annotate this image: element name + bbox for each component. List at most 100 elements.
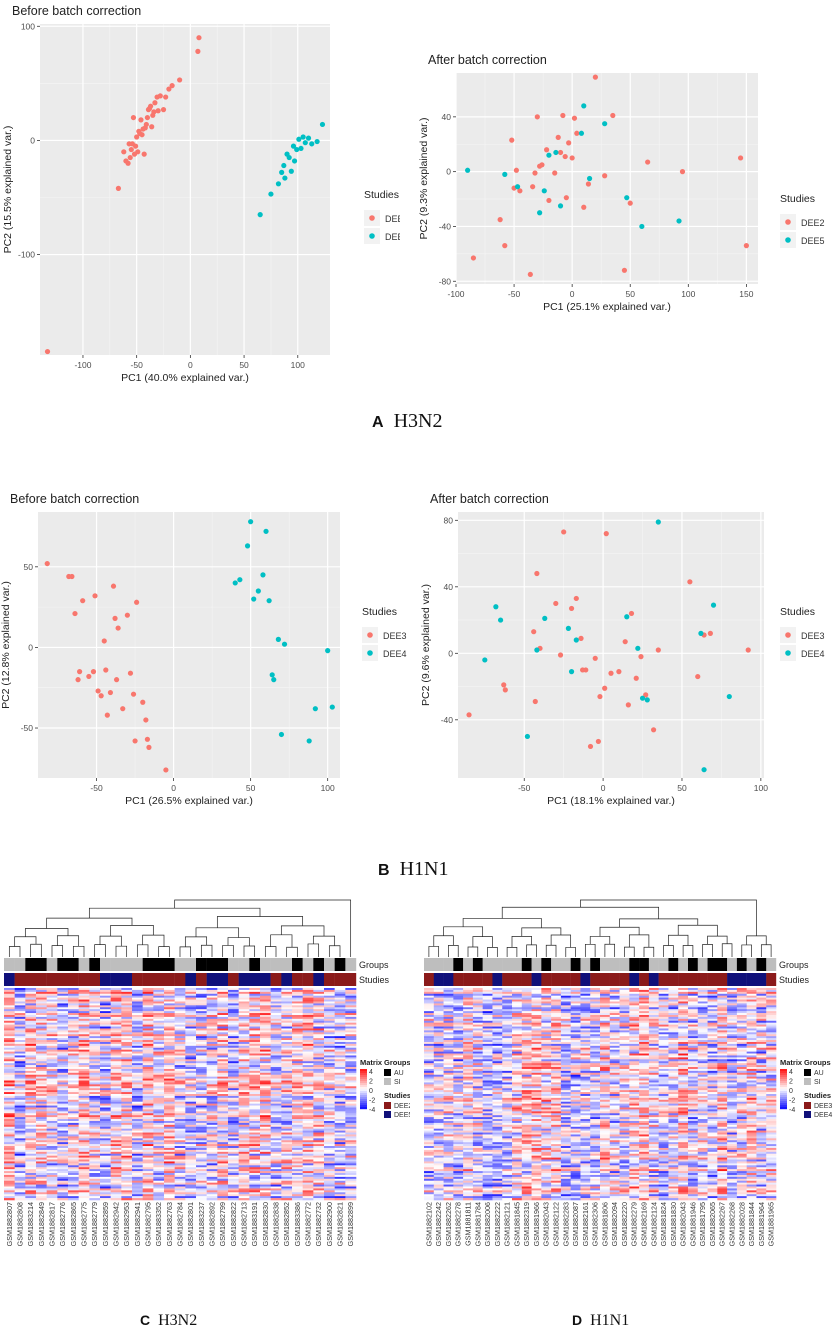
heatmap-cell — [121, 1144, 133, 1147]
heatmap-cell — [174, 1022, 186, 1025]
dendrogram-branch — [433, 935, 454, 947]
heatmap-cell — [164, 1117, 175, 1120]
heatmap-cell — [78, 1076, 90, 1079]
heatmap-cell — [658, 1009, 669, 1012]
heatmap-cell — [206, 1126, 218, 1129]
heatmap-cell — [142, 1057, 154, 1060]
heatmap-cell — [174, 1011, 186, 1014]
heatmap-cell — [334, 1178, 346, 1182]
heatmap-cell — [270, 1041, 282, 1045]
heatmap-cell — [46, 1022, 58, 1025]
heatmap-cell — [270, 1095, 282, 1099]
heatmap-cell — [313, 1007, 325, 1010]
heatmap-cell — [228, 1084, 239, 1087]
heatmap-cell — [292, 1151, 303, 1155]
heatmap-cell — [313, 1147, 325, 1151]
heatmap-cell — [174, 1163, 186, 1166]
heatmap-cell — [206, 1103, 218, 1106]
heatmap-cell — [736, 993, 747, 997]
heatmap-cell — [260, 1134, 271, 1137]
heatmap-cell — [531, 991, 542, 995]
heatmap-cell — [302, 1032, 314, 1035]
heatmap-cell — [78, 1022, 90, 1025]
heatmap-cell — [121, 1049, 133, 1052]
heatmap-cell — [302, 1180, 314, 1183]
data-point-dee2 — [574, 130, 580, 136]
heatmap-cell — [196, 1007, 207, 1010]
heatmap-cell — [206, 1105, 218, 1108]
heatmap-cell — [736, 999, 747, 1002]
heatmap-cell — [89, 1088, 101, 1091]
studies-legend-entry: DEE2 — [394, 1103, 410, 1110]
heatmap-cell — [110, 1190, 122, 1193]
heatmap-cell — [324, 1155, 335, 1158]
heatmap-cell — [89, 1007, 101, 1010]
heatmap-cell — [249, 1090, 261, 1093]
heatmap-cell — [302, 1009, 314, 1012]
heatmap-cell — [68, 1026, 79, 1029]
heatmap-cell — [25, 1067, 37, 1070]
heatmap-cell — [100, 1159, 111, 1162]
studies-annotation-cell — [270, 973, 282, 986]
heatmap-cell — [334, 1142, 346, 1145]
heatmap-cell — [313, 1173, 325, 1176]
heatmap-cell — [4, 1111, 15, 1114]
heatmap-cell — [164, 1130, 175, 1133]
heatmap-cell — [153, 1009, 165, 1012]
heatmap-cell — [68, 1047, 79, 1050]
heatmap-cell — [46, 1124, 58, 1128]
heatmap-cell — [570, 988, 581, 991]
heatmap-cell — [4, 1001, 15, 1004]
heatmap-cell — [270, 1099, 282, 1103]
heatmap-cell — [238, 1167, 250, 1170]
heatmap-cell — [4, 1061, 15, 1064]
heatmap-cell — [36, 1059, 47, 1062]
heatmap-cell — [14, 1151, 26, 1155]
heatmap-cell — [580, 1005, 591, 1008]
heatmap-cell — [14, 1011, 26, 1014]
heatmap-cell — [153, 991, 165, 995]
column-label: GSM1882865 — [69, 1202, 78, 1246]
y-axis-label: PC2 (15.5% explained var.) — [2, 126, 14, 254]
legend-entry-dee4: DEE4 — [801, 649, 825, 659]
heatmap-cell — [100, 1099, 111, 1103]
groups-annotation-cell — [281, 958, 293, 971]
heatmap-cell — [313, 1149, 325, 1153]
plot-panel — [40, 24, 330, 355]
heatmap-cell — [334, 1119, 346, 1122]
heatmap-cell — [292, 1182, 303, 1185]
heatmap-cell — [324, 1011, 335, 1014]
heatmap-cell — [110, 1018, 122, 1022]
heatmap-cell — [185, 1036, 197, 1039]
heatmap-cell — [217, 1032, 229, 1035]
legend-key-dee5 — [785, 237, 791, 243]
heatmap-cell — [132, 1005, 143, 1008]
data-point-dee2 — [602, 173, 608, 179]
heatmap-cell — [217, 1184, 229, 1187]
data-point-dee3 — [466, 712, 472, 718]
heatmap-cell — [57, 1005, 69, 1008]
heatmap-cell — [746, 1005, 757, 1008]
heatmap-cell — [238, 997, 250, 1000]
heatmap-cell — [302, 1045, 314, 1049]
heatmap-cell — [292, 1030, 303, 1033]
heatmap-cell — [238, 1165, 250, 1168]
data-point-dee3 — [650, 727, 657, 733]
heatmap-cell — [238, 1007, 250, 1010]
heatmap-cell — [324, 1182, 335, 1185]
heatmap-cell — [25, 1186, 37, 1189]
data-point-dee4 — [329, 704, 335, 710]
data-point-dee3 — [633, 675, 639, 681]
heatmap-cell — [228, 1186, 239, 1189]
data-point-dee3 — [532, 698, 538, 705]
heatmap-cell — [196, 1138, 207, 1141]
heatmap-cell — [132, 1119, 143, 1122]
heatmap-cell — [57, 1159, 69, 1162]
data-point-dee2 — [555, 134, 561, 140]
heatmap-cell — [238, 1055, 250, 1058]
dendrogram-branch — [94, 944, 106, 957]
heatmap-cell — [164, 1103, 175, 1106]
heatmap-cell — [89, 1095, 101, 1099]
heatmap-cell — [345, 1049, 357, 1052]
heatmap-cell — [334, 1036, 346, 1039]
